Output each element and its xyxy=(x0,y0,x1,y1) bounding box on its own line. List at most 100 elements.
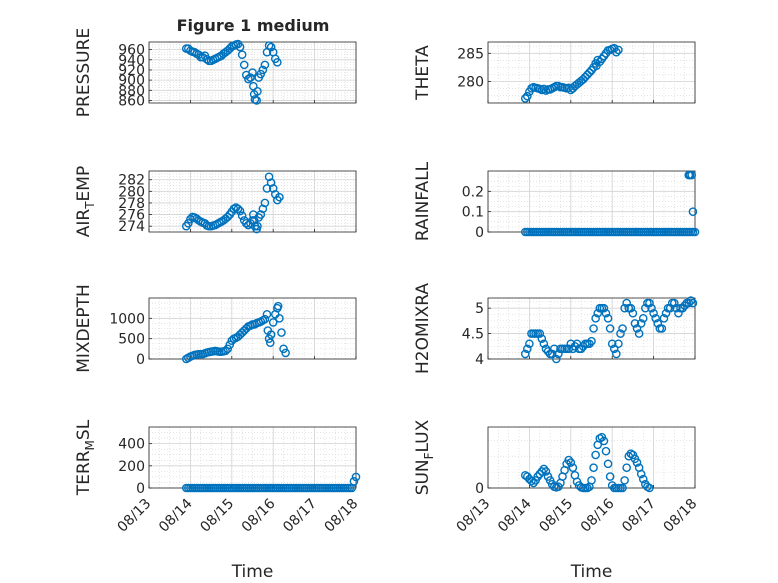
data-point xyxy=(527,476,536,486)
x-tick-label: 08/16 xyxy=(239,496,279,536)
y-tick-label: 880 xyxy=(118,83,145,99)
data-point xyxy=(670,298,679,308)
data-point xyxy=(591,450,600,460)
data-point xyxy=(279,344,288,354)
axes-box xyxy=(148,297,357,360)
data-point xyxy=(647,303,656,313)
data-point xyxy=(275,192,284,202)
data-point xyxy=(593,308,603,318)
data-point xyxy=(651,314,660,323)
data-point xyxy=(632,324,642,333)
y-tick-label: 200 xyxy=(118,459,145,475)
data-point xyxy=(657,324,667,333)
data-point xyxy=(256,69,266,79)
data-point xyxy=(614,339,623,349)
subplot-terr-msl: 0 200 400 08/13 08/14 08/15 08/16 08/17 08/18 Tim… xyxy=(74,419,361,582)
x-tick-label: 08/14 xyxy=(156,496,196,536)
y-axis-label: H2OMIXRA xyxy=(413,283,433,374)
data-point xyxy=(225,340,235,350)
y-axis-label-subscript: M xyxy=(83,440,97,450)
data-point xyxy=(603,459,613,469)
data-point xyxy=(266,178,276,187)
data-point xyxy=(622,463,631,472)
subplot-mixdepth: 0 500 1000 MIXDEPTH xyxy=(74,284,357,373)
data-point xyxy=(589,463,598,472)
y-tick-label: 274 xyxy=(118,219,145,235)
data-point xyxy=(264,334,274,343)
data-point xyxy=(616,329,625,338)
y-axis-label-part: SUN xyxy=(413,459,433,495)
x-tick-label: 08/18 xyxy=(322,496,362,536)
data-point xyxy=(552,354,561,364)
x-tick-label: 08/13 xyxy=(454,496,494,536)
y-tick-label: 0 xyxy=(475,481,484,497)
data-point xyxy=(235,42,245,52)
data-point xyxy=(266,338,275,348)
data-point xyxy=(665,303,675,313)
data-point xyxy=(273,301,283,311)
data-point xyxy=(618,324,627,333)
data-point xyxy=(585,339,594,349)
y-axis-label-part: AIR xyxy=(74,209,94,238)
data-point xyxy=(221,346,230,356)
data-point xyxy=(349,477,359,486)
data-point xyxy=(244,74,253,84)
y-tick-label: 280 xyxy=(118,184,145,200)
data-point xyxy=(266,330,276,339)
data-point xyxy=(678,303,687,313)
data-point xyxy=(622,298,631,308)
x-tick-label: 08/14 xyxy=(495,496,535,536)
data-point xyxy=(260,198,270,208)
data-point xyxy=(593,55,603,65)
data-point xyxy=(202,54,212,64)
data-point xyxy=(674,308,683,318)
y-tick-label: 0.1 xyxy=(462,205,484,221)
data-point xyxy=(641,303,650,313)
data-point xyxy=(547,349,557,359)
data-point xyxy=(632,458,642,467)
data-point xyxy=(587,476,596,485)
data-point xyxy=(264,41,274,50)
x-axis-label: Time xyxy=(570,562,613,582)
y-tick-label: 282 xyxy=(118,173,145,189)
data-point xyxy=(591,314,600,323)
y-tick-label: 0 xyxy=(136,352,145,368)
data-point xyxy=(237,50,247,60)
data-point xyxy=(603,314,613,323)
y-tick-label: 0.2 xyxy=(462,184,484,200)
data-point xyxy=(653,319,663,328)
data-point xyxy=(587,336,596,346)
data-point xyxy=(690,227,700,237)
data-point xyxy=(630,319,640,328)
data-point xyxy=(564,455,574,465)
y-tick-label: 4 xyxy=(475,352,484,368)
data-point xyxy=(537,467,547,476)
data-point xyxy=(649,308,658,318)
y-axis-label-subscript: T xyxy=(83,201,97,210)
data-point xyxy=(184,218,193,228)
x-tick-label: 08/16 xyxy=(578,496,618,536)
data-point xyxy=(249,81,258,91)
data-point xyxy=(601,308,611,318)
data-point xyxy=(620,303,629,313)
data-point xyxy=(223,344,232,354)
data-point xyxy=(237,211,247,221)
figure-title: Figure 1 medium xyxy=(177,16,330,35)
data-point xyxy=(264,172,274,182)
y-tick-label: 5 xyxy=(475,301,484,317)
data-point xyxy=(239,60,249,70)
data-point xyxy=(687,170,696,180)
x-tick-label: 08/17 xyxy=(280,496,320,536)
y-tick-label: 0 xyxy=(475,225,484,241)
data-point xyxy=(260,60,270,70)
y-axis-label: THETA xyxy=(413,45,433,101)
data-point xyxy=(541,467,551,476)
data-point xyxy=(520,94,530,103)
data-point xyxy=(273,58,282,67)
data-point xyxy=(537,334,547,343)
data-point xyxy=(568,344,578,354)
data-point xyxy=(258,65,268,75)
x-axis-label: Time xyxy=(231,562,274,582)
data-point xyxy=(638,474,648,484)
